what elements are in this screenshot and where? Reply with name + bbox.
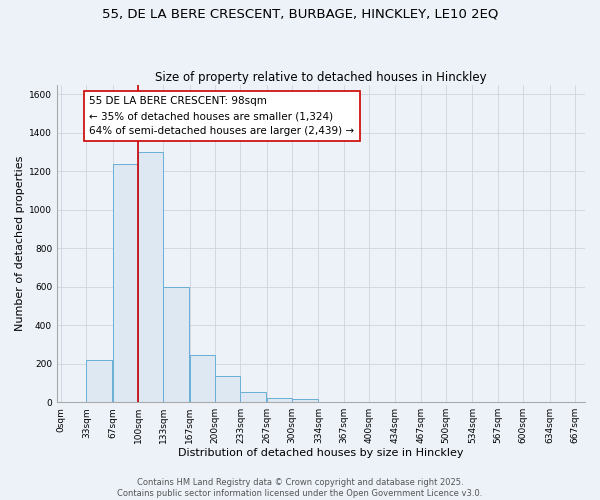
Text: 55, DE LA BERE CRESCENT, BURBAGE, HINCKLEY, LE10 2EQ: 55, DE LA BERE CRESCENT, BURBAGE, HINCKL… — [102, 8, 498, 20]
Y-axis label: Number of detached properties: Number of detached properties — [15, 156, 25, 331]
Bar — [241, 392, 266, 402]
Bar — [113, 164, 138, 402]
Title: Size of property relative to detached houses in Hinckley: Size of property relative to detached ho… — [155, 70, 487, 84]
Bar — [86, 360, 112, 402]
Bar — [215, 376, 241, 402]
Bar — [266, 398, 292, 402]
Bar — [138, 152, 163, 402]
X-axis label: Distribution of detached houses by size in Hinckley: Distribution of detached houses by size … — [178, 448, 464, 458]
Text: Contains HM Land Registry data © Crown copyright and database right 2025.
Contai: Contains HM Land Registry data © Crown c… — [118, 478, 482, 498]
Text: 55 DE LA BERE CRESCENT: 98sqm
← 35% of detached houses are smaller (1,324)
64% o: 55 DE LA BERE CRESCENT: 98sqm ← 35% of d… — [89, 96, 355, 136]
Bar — [190, 355, 215, 402]
Bar — [292, 399, 317, 402]
Bar — [163, 286, 189, 402]
